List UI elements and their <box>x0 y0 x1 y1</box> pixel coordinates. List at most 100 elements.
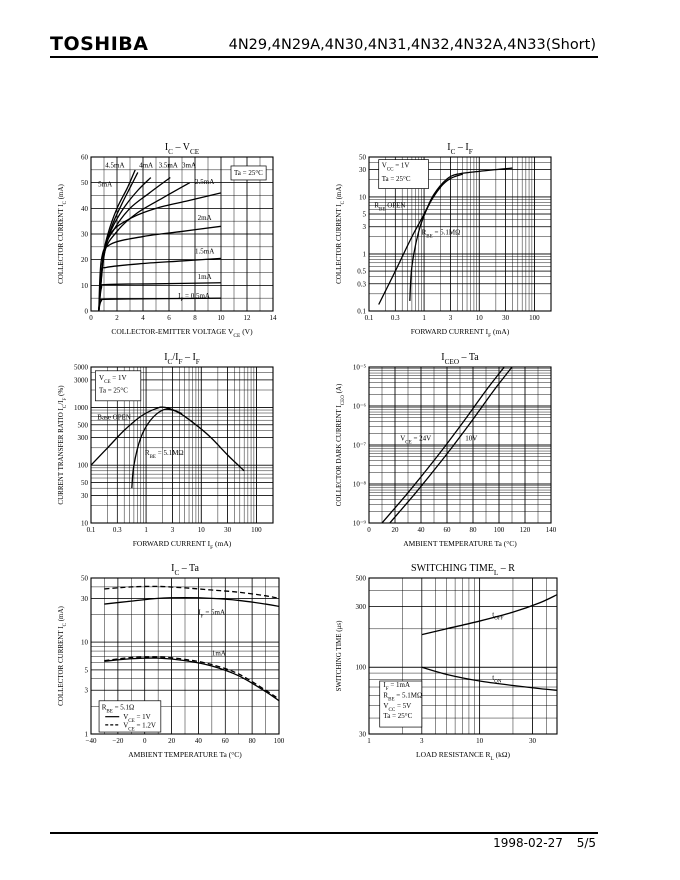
series-line <box>98 192 222 311</box>
plot-frame <box>368 577 558 735</box>
y-axis-label: COLLECTOR CURRENT IC (mA) <box>57 605 68 705</box>
y-tick-label: 30 <box>359 166 367 174</box>
x-tick-label: 3 <box>420 737 424 745</box>
annotation: 4mA <box>139 161 153 169</box>
y-tick-label: 10⁻⁷ <box>353 442 367 450</box>
x-tick-label: 100 <box>529 314 540 322</box>
annotation: tOFF <box>492 610 503 621</box>
series-line <box>104 585 279 600</box>
x-tick-label: 1 <box>144 526 148 534</box>
series-line <box>409 173 463 301</box>
y-tick-label: 10⁻⁸ <box>353 481 367 489</box>
series-line <box>421 594 557 636</box>
annotation: RBE OPEN <box>374 202 405 213</box>
chart-title: ICEO – Ta <box>441 352 479 366</box>
footer-date: 1998-02-27 <box>493 836 563 850</box>
annotation: 3.5mA <box>159 161 178 169</box>
y-tick-label: 10 <box>81 282 89 290</box>
annotation: RBE = 5.1MΩ <box>422 228 461 239</box>
chart-title: IC – Ta <box>171 563 199 577</box>
annotation: 1.5mA <box>195 247 214 255</box>
x-tick-label: 10 <box>198 526 206 534</box>
series-line <box>98 297 222 311</box>
x-tick-label: 140 <box>546 526 557 534</box>
y-tick-label: 0.3 <box>357 280 366 288</box>
y-tick-label: 5000 <box>74 364 89 372</box>
annotation: VCE = 1V <box>99 374 127 385</box>
y-tick-label: 20 <box>81 256 89 264</box>
annotation: VCC = 1V <box>382 161 410 172</box>
annotation: VCE = 1.2V <box>123 721 156 732</box>
y-tick-label: 0.1 <box>357 308 366 316</box>
x-tick-label: 0.3 <box>391 314 400 322</box>
x-tick-label: 3 <box>171 526 175 534</box>
y-tick-label: 40 <box>81 205 89 213</box>
y-axis-label: SWITCHING TIME (μs) <box>335 620 343 692</box>
annotation: VCE = 1V <box>123 713 151 724</box>
chart-title: SWITCHING TIMEL – R <box>411 563 515 577</box>
y-tick-label: 50 <box>81 575 89 583</box>
series-line <box>104 657 279 702</box>
annotation: 1mA <box>212 649 226 657</box>
annotation: Ta = 25°C <box>234 169 263 177</box>
x-tick-label: 3 <box>449 314 453 322</box>
y-tick-label: 50 <box>81 479 89 487</box>
annotation: 10V <box>465 435 477 443</box>
y-tick-label: 30 <box>81 231 89 239</box>
y-axis-label: COLLECTOR CURRENT IC (mA) <box>335 183 346 283</box>
x-tick-label: 20 <box>168 737 176 745</box>
chart-title: IC – VCE <box>165 142 200 156</box>
footer-page: 5/5 <box>576 836 596 850</box>
grid <box>90 156 274 312</box>
chart-title: IC/IF – IF <box>164 352 200 366</box>
x-tick-label: 100 <box>494 526 505 534</box>
y-tick-label: 1000 <box>74 404 89 412</box>
x-tick-label: 100 <box>274 737 285 745</box>
annotation: Ta = 25°C <box>383 712 412 720</box>
x-tick-label: 40 <box>418 526 426 534</box>
x-tick-label: 10 <box>476 737 484 745</box>
series-line <box>98 225 222 311</box>
x-tick-label: 6 <box>167 314 171 322</box>
x-axis-label: FORWARD CURRENT IF (mA) <box>411 327 510 339</box>
annotation: 3mA <box>182 161 196 169</box>
y-axis-label: COLLECTOR CURRENT IC (mA) <box>57 183 68 283</box>
x-tick-label: 10 <box>476 314 484 322</box>
chart-switching-rl: 1 3 10 30 30 100 300 500 SWITCHING TIMEL – R LOAD… <box>335 563 558 762</box>
plot-frame <box>368 366 552 524</box>
annotation-box <box>230 165 267 181</box>
annotation: RBE = 5.1MΩ <box>383 691 422 702</box>
plot-frame <box>368 156 552 312</box>
y-tick-label: 10⁻⁶ <box>353 403 367 411</box>
x-tick-label: 14 <box>270 314 278 322</box>
x-tick-label: 4 <box>141 314 145 322</box>
annotation: IF = 0.5mA <box>178 292 210 303</box>
annotation: 5mA <box>98 181 112 189</box>
header-rule <box>50 56 598 58</box>
series-line <box>389 367 513 523</box>
y-tick-label: 500 <box>356 575 367 583</box>
y-tick-label: 10⁻⁵ <box>353 364 367 372</box>
x-tick-label: 2 <box>115 314 119 322</box>
footer: 1998-02-27 5/5 <box>493 836 596 850</box>
y-tick-label: 3000 <box>74 376 89 384</box>
y-tick-label: 10 <box>81 639 89 647</box>
x-axis-label: COLLECTOR-EMITTER VOLTAGE VCE (V) <box>111 327 253 339</box>
x-axis-label: AMBIENT TEMPERATURE Ta (°C) <box>128 750 242 759</box>
y-tick-label: 0 <box>85 308 89 316</box>
x-tick-label: 30 <box>224 526 232 534</box>
x-tick-label: 20 <box>392 526 400 534</box>
annotation: 4.5mA <box>105 161 124 169</box>
y-tick-label: 3 <box>363 223 367 231</box>
y-tick-label: 5 <box>363 211 367 219</box>
annotation: 2.5mA <box>195 178 214 186</box>
chart-ic-ta: −40 −20 0 20 40 60 80 100 1 3 5 10 30 50 IC – Ta AMBIEN… <box>57 563 285 759</box>
y-axis-label: COLLECTOR DARK CURRENT ICEO (A) <box>335 383 346 506</box>
chart-ctr-if: 0.1 0.3 1 3 10 30 100 10 30 50 100 300 500 1000 3000 50… <box>57 352 274 551</box>
y-tick-label: 10⁻⁹ <box>353 520 367 528</box>
y-tick-label: 0.5 <box>357 268 366 276</box>
annotation: VCC = 5V <box>383 702 411 713</box>
y-tick-label: 100 <box>356 664 367 672</box>
x-tick-label: −40 <box>86 737 97 745</box>
